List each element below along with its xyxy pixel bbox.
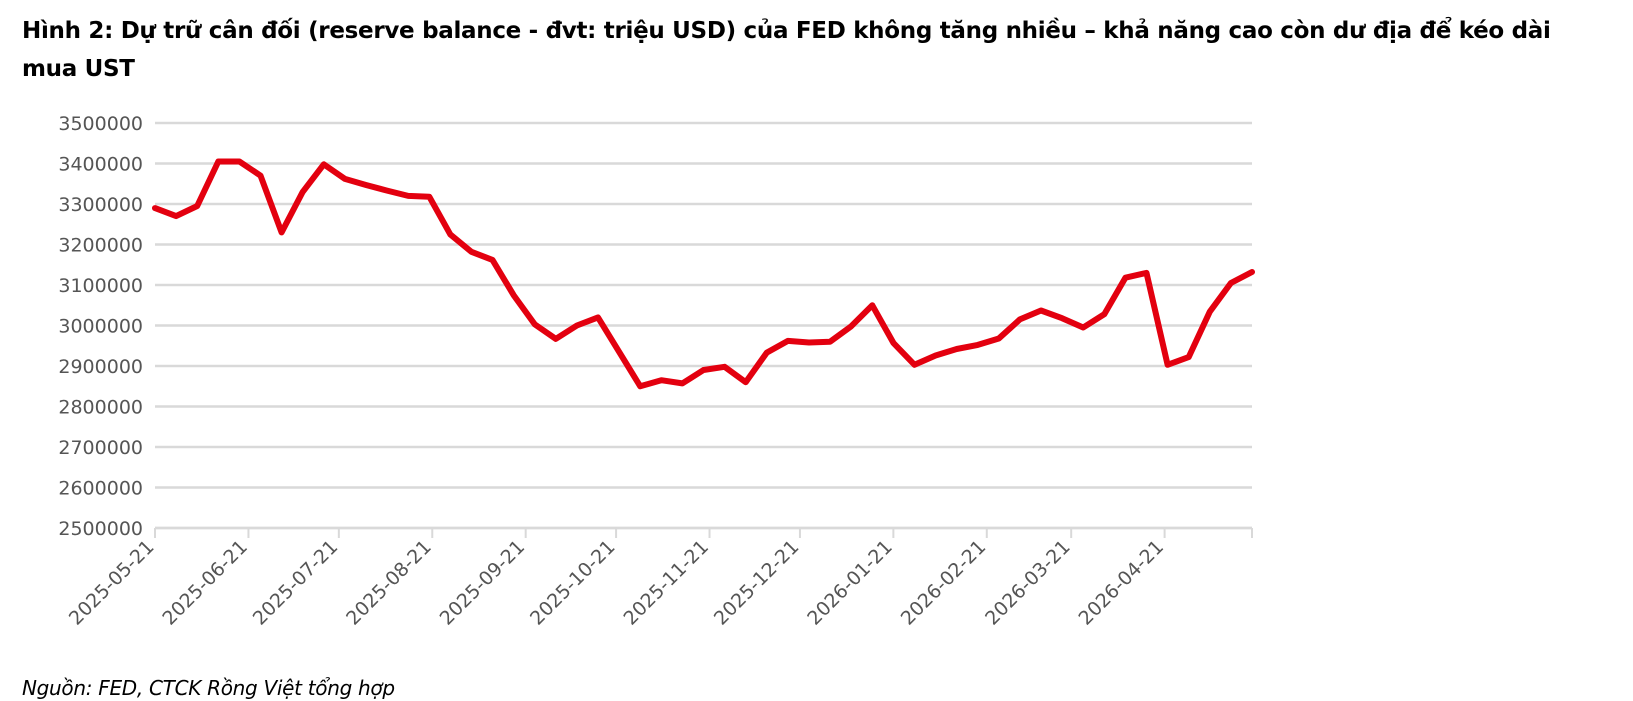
y-tick-label: 3100000 <box>58 275 143 297</box>
y-tick-label: 3500000 <box>58 113 143 135</box>
series-line <box>152 158 1255 390</box>
x-tick-label: 2025-07-21 <box>249 536 343 630</box>
y-tick-label: 2700000 <box>58 437 143 459</box>
x-tick-label: 2026-02-21 <box>897 536 991 630</box>
y-tick-label: 2600000 <box>58 478 143 500</box>
x-tick-label: 2025-05-21 <box>65 536 159 630</box>
y-axis-tick-labels: 3500000 3400000 3300000 3200000 3100000 30000… <box>58 113 143 540</box>
y-tick-label: 2800000 <box>58 397 143 419</box>
x-tick-label: 2025-08-21 <box>342 536 436 630</box>
x-axis <box>154 526 1253 538</box>
x-tick-label: 2025-09-21 <box>436 536 530 630</box>
x-tick-label: 2025-06-21 <box>158 536 252 630</box>
x-tick-label: 2026-01-21 <box>803 536 897 630</box>
source-note: Nguồn: FED, CTCK Rồng Việt tổng hợp <box>22 676 395 700</box>
x-tick-label: 2026-04-21 <box>1075 536 1169 630</box>
chart-title: Hình 2: Dự trữ cân đối (reserve balance … <box>22 18 1551 82</box>
y-tick-label: 3200000 <box>58 235 143 257</box>
y-tick-label: 3400000 <box>58 154 143 176</box>
series-layer <box>152 158 1255 390</box>
y-tick-label: 3300000 <box>58 194 143 216</box>
y-tick-label: 2500000 <box>58 518 143 540</box>
x-tick-label: 2025-12-21 <box>710 536 804 630</box>
x-tick-label: 2025-11-21 <box>619 536 713 630</box>
y-tick-label: 3000000 <box>58 316 143 338</box>
x-tick-label: 2026-03-21 <box>981 536 1075 630</box>
y-tick-label: 2900000 <box>58 356 143 378</box>
x-tick-label: 2025-10-21 <box>526 536 620 630</box>
